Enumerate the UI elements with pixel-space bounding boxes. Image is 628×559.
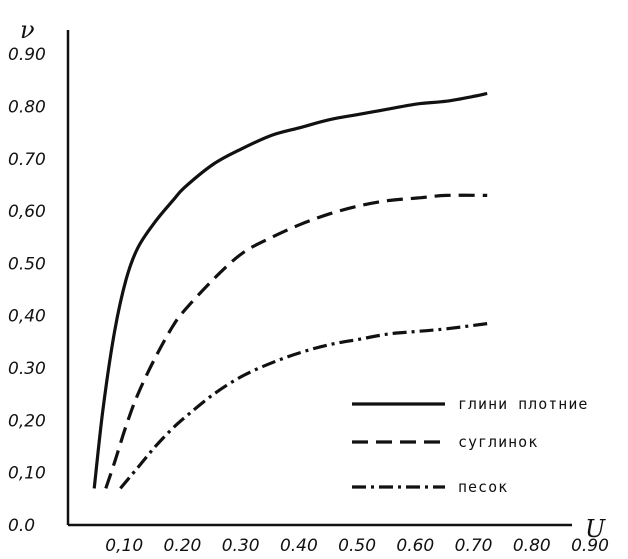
x-tick-label: 0.60 [396,536,434,556]
x-tick-label: 0.40 [280,536,318,556]
legend: глини плотние суглинок песок [352,395,588,496]
legend-label-3: песок [458,478,508,496]
series-line-1 [92,91,488,489]
x-tick-label: 0.50 [338,536,376,556]
y-tick-label: 0.30 [8,359,46,379]
y-tick-label: 0,40 [8,307,46,327]
y-tick-label: 0.0 [8,516,35,536]
axes [66,30,572,527]
x-tick-label: 0.20 [164,536,202,556]
y-tick-label: 0.80 [8,97,46,117]
y-tick-label: 0,20 [8,411,46,431]
legend-label-1: глини плотние [458,395,588,413]
y-tick-label: 0.70 [8,150,46,170]
y-tick-label: 0,10 [8,464,46,484]
x-axis-label: U [585,515,606,543]
x-tick-label: 0.80 [513,536,551,556]
y-tick-labels: 0.0 0,10 0,20 0.30 0,40 0.50 0,60 0.70 0.80 0.90 [8,45,46,536]
legend-label-2: суглинок [458,433,538,451]
x-tick-label: 0.30 [222,536,260,556]
y-axis-label: ν [20,16,35,44]
series-line-3 [119,322,488,490]
series-lines [92,91,488,490]
y-tick-label: 0,60 [8,202,46,222]
x-tick-label: 0.70 [455,536,493,556]
y-tick-label: 0.50 [8,254,46,274]
x-tick-label: 0,10 [105,536,143,556]
y-tick-label: 0.90 [8,45,46,65]
x-tick-labels: 0,10 0.20 0.30 0.40 0.50 0.60 0.70 0.80 0.90 [105,536,609,556]
series-line-2 [104,193,488,489]
x-tick-label: 0.90 [571,536,609,556]
